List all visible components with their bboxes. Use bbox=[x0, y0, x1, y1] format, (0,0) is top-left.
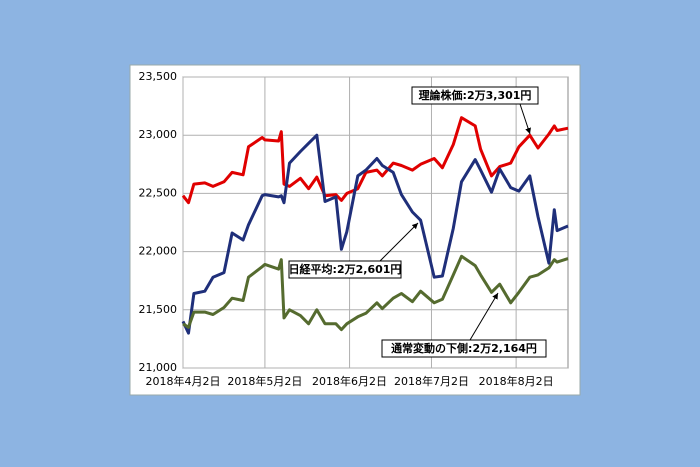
series-line bbox=[182, 254, 569, 332]
y-tick-label: 23,000 bbox=[139, 128, 178, 141]
annotations: 理論株価:2万3,301円 日経平均:2万2,601円 通常変動の下側:2万2,… bbox=[288, 86, 547, 358]
y-tick-label: 22,000 bbox=[139, 245, 178, 258]
annotation: 理論株価:2万3,301円 bbox=[419, 88, 532, 102]
x-tick-label: 2018年7月2日 bbox=[394, 374, 469, 388]
y-tick-label: 21,500 bbox=[139, 303, 178, 316]
y-tick-label: 23,500 bbox=[139, 70, 178, 83]
x-tick-label: 2018年5月2日 bbox=[227, 374, 302, 388]
annotation: 通常変動の下側:2万2,164円 bbox=[391, 341, 537, 355]
x-tick-label: 2018年6月2日 bbox=[312, 374, 387, 388]
series-line bbox=[181, 133, 569, 335]
annotation-box bbox=[381, 339, 547, 358]
y-tick-label: 21,000 bbox=[139, 361, 178, 374]
annotation-box bbox=[411, 86, 539, 105]
annotation: 日経平均:2万2,601円 bbox=[289, 262, 402, 276]
annotation-arrow bbox=[379, 222, 419, 262]
annotation-box bbox=[288, 260, 402, 279]
x-tick-label: 2018年4月2日 bbox=[146, 374, 221, 388]
y-tick-label: 22,500 bbox=[139, 186, 178, 199]
series-line bbox=[181, 116, 569, 205]
plot-area bbox=[182, 76, 569, 369]
annotation-arrow bbox=[469, 292, 499, 341]
annotation-arrow bbox=[519, 103, 531, 135]
x-tick-label: 2018年8月2日 bbox=[479, 374, 554, 388]
